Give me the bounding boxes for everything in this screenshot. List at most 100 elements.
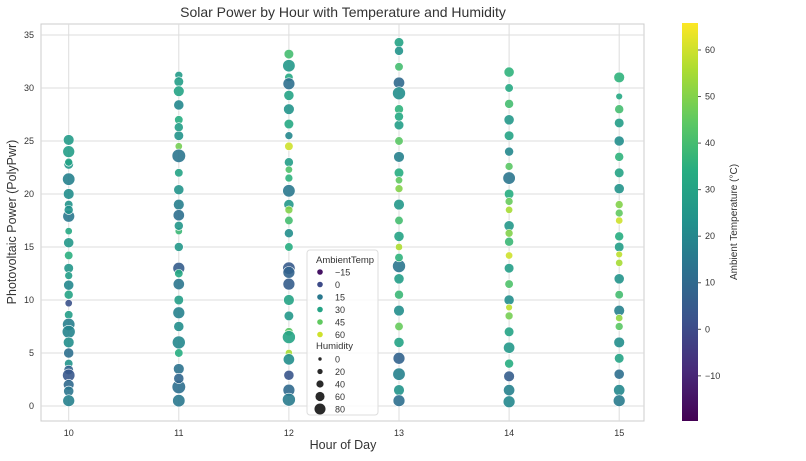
data-point <box>393 198 405 211</box>
data-point <box>172 278 185 291</box>
data-point <box>393 37 405 48</box>
data-point <box>504 197 514 206</box>
data-point <box>174 348 184 358</box>
data-point <box>504 311 514 321</box>
data-point <box>503 294 515 306</box>
x-tick-label: 13 <box>394 428 404 438</box>
data-point <box>392 86 406 101</box>
data-point <box>174 168 184 178</box>
data-point <box>284 131 294 140</box>
data-point <box>172 306 186 319</box>
y-tick-label: 0 <box>29 401 34 411</box>
data-point <box>282 392 296 407</box>
data-point <box>504 162 514 171</box>
tick-labels: 10 11 12 13 14 15 0 5 10 15 20 25 30 35 <box>24 30 624 438</box>
data-point <box>505 251 514 260</box>
data-point <box>283 310 295 322</box>
data-point <box>173 198 185 211</box>
data-point <box>614 241 625 253</box>
data-point <box>283 118 295 130</box>
data-point <box>614 117 625 129</box>
data-point <box>612 394 626 407</box>
data-point <box>173 184 185 196</box>
data-point <box>64 299 73 308</box>
data-point <box>64 227 73 236</box>
y-tick-label: 30 <box>24 83 34 93</box>
data-point <box>173 122 184 133</box>
data-point <box>614 353 625 364</box>
colorbar-tick-label: 0 <box>705 324 710 334</box>
legend-hue-title: AmbientTemp <box>316 255 374 266</box>
data-point <box>502 395 516 408</box>
data-point <box>393 119 405 131</box>
data-point <box>503 130 515 141</box>
data-point <box>171 148 186 163</box>
data-point <box>61 324 76 339</box>
data-point <box>504 146 514 157</box>
data-point <box>283 369 295 381</box>
legend-hue-label: −15 <box>335 268 350 278</box>
data-point <box>173 130 184 141</box>
data-point <box>64 271 73 280</box>
data-point <box>173 220 184 231</box>
data-point <box>614 208 624 218</box>
data-point <box>394 321 404 332</box>
data-point <box>394 184 404 193</box>
data-point <box>503 384 516 397</box>
legend-size-marker <box>314 403 326 415</box>
y-tick-label: 20 <box>24 189 34 199</box>
data-point <box>393 151 405 163</box>
data-point <box>394 62 404 72</box>
x-tick-label: 12 <box>284 428 294 438</box>
data-point <box>173 99 185 111</box>
colorbar-tick-label: 50 <box>705 92 715 102</box>
y-tick-label: 35 <box>24 30 34 40</box>
data-point <box>392 367 406 381</box>
legend-hue-marker <box>317 269 323 275</box>
legend-hue-label: 15 <box>335 293 345 303</box>
data-point <box>504 236 514 247</box>
data-point <box>504 99 514 109</box>
data-point <box>64 157 73 167</box>
data-point <box>282 277 296 291</box>
legend-size-marker <box>316 380 324 388</box>
legend: AmbientTemp Humidity −15 0 15 30 45 60 0 20 40 60… <box>306 249 379 416</box>
x-tick-label: 10 <box>64 428 74 438</box>
data-point <box>62 145 75 158</box>
data-point <box>173 321 185 332</box>
y-tick-label: 15 <box>24 242 34 252</box>
data-point <box>394 253 404 263</box>
data-point <box>394 289 404 300</box>
x-tick-label: 11 <box>174 428 183 438</box>
colorbar-tick-label: 60 <box>705 45 715 55</box>
legend-size-label: 0 <box>335 355 340 365</box>
x-tick-label: 15 <box>614 428 624 438</box>
data-point <box>173 242 184 252</box>
data-point <box>64 250 74 261</box>
data-point <box>283 103 295 115</box>
data-point <box>614 322 624 331</box>
legend-hue-label: 60 <box>335 330 345 340</box>
data-point <box>284 157 294 168</box>
data-point <box>614 290 624 300</box>
data-point <box>615 258 624 267</box>
colorbar-tick-label: 20 <box>705 231 715 241</box>
data-point <box>613 135 625 147</box>
legend-hue-marker <box>317 319 323 325</box>
colorbar <box>682 23 698 421</box>
data-point <box>282 59 296 73</box>
data-point <box>613 183 625 195</box>
data-point <box>503 263 515 274</box>
data-point <box>394 111 404 122</box>
data-point <box>504 83 514 93</box>
data-point <box>615 92 623 101</box>
data-point <box>63 205 74 215</box>
data-point <box>64 310 74 320</box>
data-point <box>504 228 514 238</box>
colorbar-label: Ambient Temperature (°C) <box>729 164 740 280</box>
data-point <box>282 77 296 90</box>
data-point <box>172 209 185 222</box>
data-point <box>395 176 403 185</box>
legend-hue-marker <box>317 306 323 313</box>
